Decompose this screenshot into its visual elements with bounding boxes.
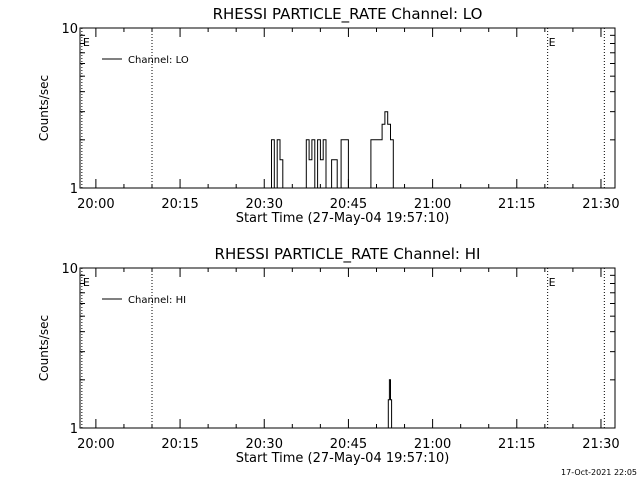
- x-tick-label: 21:15: [498, 437, 535, 452]
- event-marker-label: E: [83, 276, 90, 289]
- x-tick-label: 20:00: [77, 437, 114, 452]
- y-axis-label: Counts/sec: [37, 315, 51, 381]
- series-line: [387, 379, 393, 428]
- x-tick-label: 21:00: [414, 197, 451, 212]
- legend-label: Channel: LO: [128, 55, 189, 66]
- x-axis-label: Start Time (27-May-04 19:57:10): [236, 211, 450, 226]
- event-marker-label: E: [549, 36, 556, 49]
- x-tick-label: 20:45: [330, 197, 367, 212]
- x-tick-label: 21:30: [582, 437, 619, 452]
- y-axis-label: Counts/sec: [37, 75, 51, 141]
- y-tick-label: 10: [61, 22, 78, 37]
- x-tick-label: 20:15: [161, 437, 198, 452]
- event-marker-label: E: [83, 36, 90, 49]
- x-tick-label: 21:00: [414, 437, 451, 452]
- x-tick-label: 20:45: [330, 437, 367, 452]
- chart-title: RHESSI PARTICLE_RATE Channel: HI: [215, 245, 481, 264]
- lo-channel-panel: RHESSI PARTICLE_RATE Channel: LO 1 10 20:00…: [37, 5, 620, 226]
- event-marker-label: E: [549, 276, 556, 289]
- x-tick-label: 21:30: [582, 197, 619, 212]
- x-tick-label: 20:30: [246, 197, 283, 212]
- x-tick-label: 21:15: [498, 197, 535, 212]
- footer-timestamp: 17-Oct-2021 22:05: [561, 468, 637, 477]
- plot-frame: [79, 267, 616, 429]
- x-tick-label: 20:30: [246, 437, 283, 452]
- x-tick-label: 20:15: [161, 197, 198, 212]
- series-line: [271, 111, 394, 189]
- x-tick-label: 20:00: [77, 197, 114, 212]
- y-tick-label: 1: [70, 182, 78, 197]
- y-tick-label: 10: [61, 262, 78, 277]
- plot-frame: [79, 27, 616, 189]
- legend-label: Channel: HI: [128, 295, 186, 306]
- x-axis-label: Start Time (27-May-04 19:57:10): [236, 451, 450, 466]
- chart-title: RHESSI PARTICLE_RATE Channel: LO: [213, 5, 483, 24]
- y-tick-label: 1: [70, 422, 78, 437]
- hi-channel-panel: RHESSI PARTICLE_RATE Channel: HI 1 10 20:00…: [37, 245, 620, 466]
